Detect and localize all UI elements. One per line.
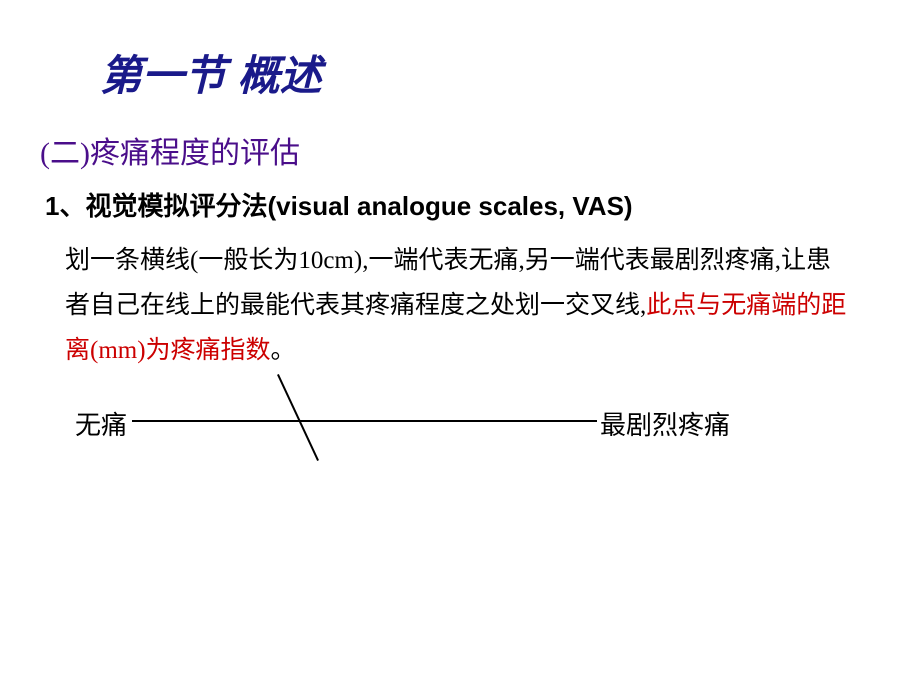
scale-right-label: 最剧烈疼痛 [600,405,730,442]
body-paragraph: 划一条横线(一般长为10cm),一端代表无痛,另一端代表最剧烈疼痛,让患者自己在… [65,238,855,373]
vas-scale-diagram: 无痛 最剧烈疼痛 [65,385,865,485]
section-subtitle: (二)疼痛程度的评估 [40,128,300,172]
section-heading: 1、视觉模拟评分法(visual analogue scales, VAS) [45,186,633,223]
scale-line [132,420,597,422]
scale-cross-mark [265,370,335,470]
body-text-end: 。 [271,337,296,364]
scale-cross-line [277,374,319,461]
page-title: 第一节 概述 [100,42,322,103]
scale-left-label: 无痛 [75,405,127,442]
